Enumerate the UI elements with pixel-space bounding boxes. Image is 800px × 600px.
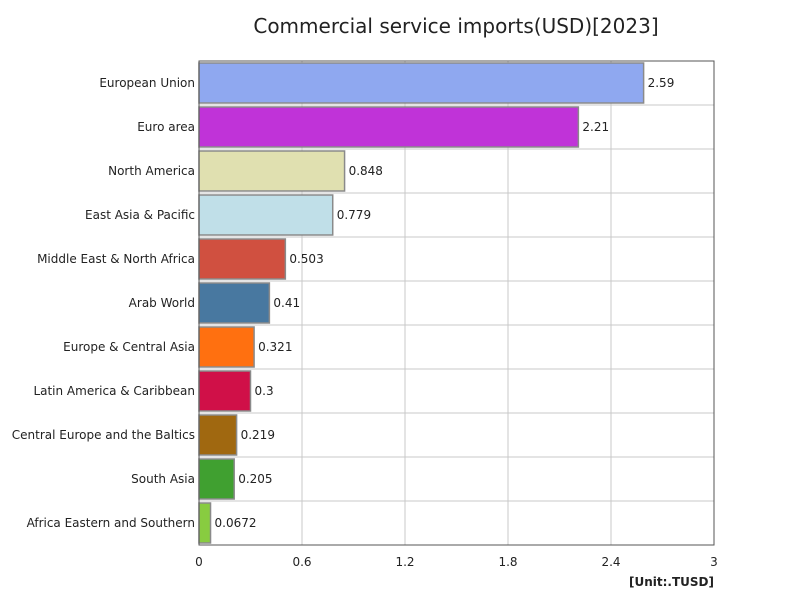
category-label: Africa Eastern and Southern xyxy=(27,516,195,530)
bar xyxy=(198,370,252,412)
value-label: 0.3 xyxy=(255,384,274,398)
x-tick-label: 1.2 xyxy=(395,555,414,569)
value-label: 0.779 xyxy=(337,208,371,222)
category-label: Arab World xyxy=(129,296,195,310)
value-label: 0.219 xyxy=(241,428,275,442)
category-label: North America xyxy=(108,164,195,178)
category-label: Euro area xyxy=(137,120,195,134)
bar xyxy=(198,106,580,148)
bar xyxy=(198,458,235,500)
category-label: European Union xyxy=(99,76,195,90)
category-label: Europe & Central Asia xyxy=(63,340,195,354)
category-label: Latin America & Caribbean xyxy=(33,384,195,398)
x-tick-label: 0 xyxy=(195,555,203,569)
unit-label: [Unit:.TUSD] xyxy=(629,575,714,589)
value-label: 0.321 xyxy=(258,340,292,354)
category-label: Middle East & North Africa xyxy=(37,252,195,266)
value-label: 0.205 xyxy=(238,472,272,486)
x-tick-label: 1.8 xyxy=(498,555,517,569)
category-label: Central Europe and the Baltics xyxy=(12,428,195,442)
bar xyxy=(198,62,645,104)
x-tick-label: 2.4 xyxy=(601,555,620,569)
x-tick-label: 3 xyxy=(710,555,718,569)
plot-frame xyxy=(198,60,715,546)
bar xyxy=(198,502,212,544)
value-label: 0.0672 xyxy=(215,516,257,530)
bar xyxy=(198,282,271,324)
value-label: 2.59 xyxy=(648,76,675,90)
x-tick-label: 0.6 xyxy=(292,555,311,569)
value-label: 0.41 xyxy=(273,296,300,310)
category-label: East Asia & Pacific xyxy=(85,208,195,222)
value-label: 0.503 xyxy=(289,252,323,266)
bar xyxy=(198,150,346,192)
value-label: 0.848 xyxy=(349,164,383,178)
bar xyxy=(198,238,287,280)
chart-title: Commercial service imports(USD)[2023] xyxy=(253,14,659,38)
bar xyxy=(198,414,238,456)
bar xyxy=(198,194,334,236)
category-label: South Asia xyxy=(131,472,195,486)
value-label: 2.21 xyxy=(582,120,609,134)
bar xyxy=(198,326,255,368)
